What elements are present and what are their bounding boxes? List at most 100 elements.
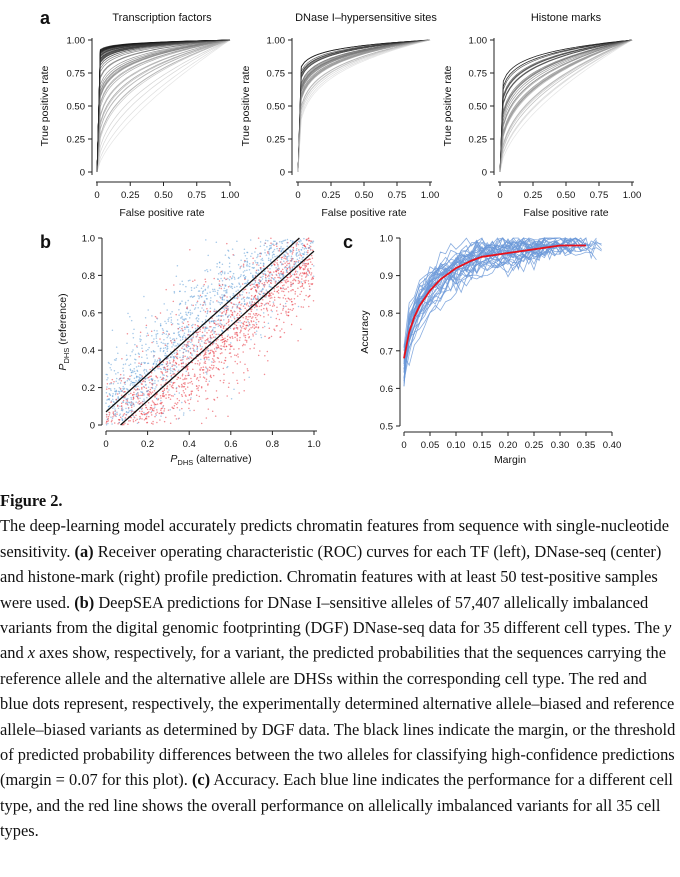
scatter-point (150, 404, 153, 407)
scatter-point (199, 338, 202, 341)
scatter-point (129, 419, 131, 422)
scatter-point (181, 366, 183, 368)
roc-curve (499, 39, 633, 173)
scatter-point (307, 249, 309, 252)
scatter-point (289, 268, 291, 270)
scatter-point (292, 249, 295, 252)
scatter-point (236, 362, 239, 365)
scatter-point (173, 292, 176, 294)
scatter-point (143, 369, 145, 372)
scatter-point (163, 420, 166, 423)
scatter-point (309, 267, 312, 270)
scatter-point (178, 331, 180, 333)
scatter-point (188, 407, 190, 410)
scatter-point (228, 265, 231, 268)
roc-curve (96, 39, 231, 173)
scatter-point (208, 369, 211, 372)
scatter-point (226, 296, 228, 298)
scatter-point (285, 312, 287, 314)
scatter-point (136, 391, 139, 394)
scatter-point (185, 350, 188, 352)
scatter-point (299, 252, 301, 254)
scatter-point (240, 304, 242, 306)
scatter-point (249, 313, 252, 315)
scatter-point (130, 404, 132, 407)
scatter-point (289, 299, 291, 301)
accuracy-lines (403, 236, 602, 387)
scatter-point (150, 351, 153, 353)
scatter-point (136, 396, 139, 399)
scatter-point (150, 330, 153, 333)
scatter-point (139, 338, 141, 340)
scatter-point (263, 307, 265, 310)
scatter-point (211, 410, 214, 413)
scatter-point (226, 340, 228, 343)
scatter-point (138, 418, 141, 420)
roc-title: Transcription factors (112, 12, 212, 24)
scatter-point (177, 376, 179, 378)
scatter-point (182, 378, 184, 381)
scatter-point (180, 383, 183, 386)
scatter-point (223, 343, 226, 346)
scatter-point (251, 301, 253, 303)
scatter-point (226, 395, 228, 397)
scatter-point (115, 392, 117, 394)
scatter-point (243, 379, 246, 381)
scatter-point (176, 402, 179, 404)
scatter-point (166, 375, 169, 378)
scatter-point (170, 319, 173, 321)
scatter-point (166, 345, 169, 348)
scatter-point (124, 418, 126, 420)
scatter-point (183, 344, 185, 346)
scatter-point (220, 319, 223, 321)
scatter-point (219, 322, 221, 325)
scatter-point (213, 348, 216, 350)
scatter-point (287, 276, 289, 279)
scatter-point (158, 357, 160, 359)
scatter-point (174, 415, 176, 417)
scatter-point (270, 246, 272, 249)
scatter-point (223, 287, 226, 289)
scatter-point (186, 306, 188, 308)
scatter-point (138, 403, 141, 405)
scatter-point (269, 244, 271, 247)
scatter-point (200, 336, 202, 339)
scatter-point (223, 309, 226, 311)
scatter-point (171, 310, 173, 313)
scatter-point (255, 272, 258, 274)
scatter-point (251, 308, 253, 310)
scatter-point (189, 381, 191, 384)
scatter-point (209, 341, 211, 344)
scatter-point (175, 352, 178, 354)
scatter-point (220, 326, 222, 329)
scatter-point (295, 243, 297, 245)
scatter-point (193, 409, 195, 412)
scatter-point (253, 327, 256, 330)
scatter-point (178, 364, 180, 366)
roc-curve (499, 39, 633, 173)
scatter-point (193, 349, 195, 351)
scatter-point (186, 367, 189, 369)
scatter-point (207, 337, 209, 340)
scatter-point (171, 354, 173, 356)
scatter-point (135, 392, 138, 395)
scatter-point (171, 406, 173, 408)
scatter-point (167, 318, 169, 321)
scatter-point (207, 384, 209, 386)
scatter-point (183, 319, 185, 322)
scatter-point (237, 356, 239, 358)
scatter-point (193, 345, 195, 347)
scatter-point (140, 363, 143, 366)
scatter-point (140, 339, 142, 341)
scatter-point (158, 412, 161, 415)
scatter-point (111, 378, 114, 381)
scatter-point (123, 413, 126, 415)
scatter-point (107, 422, 109, 425)
scatter-point (217, 346, 220, 348)
scatter-point (173, 284, 175, 286)
scatter-point (250, 310, 253, 312)
y-tick-label: 1.00 (267, 36, 286, 47)
scatter-point (313, 265, 315, 267)
scatter-point (214, 336, 217, 338)
scatter-point (212, 329, 214, 332)
